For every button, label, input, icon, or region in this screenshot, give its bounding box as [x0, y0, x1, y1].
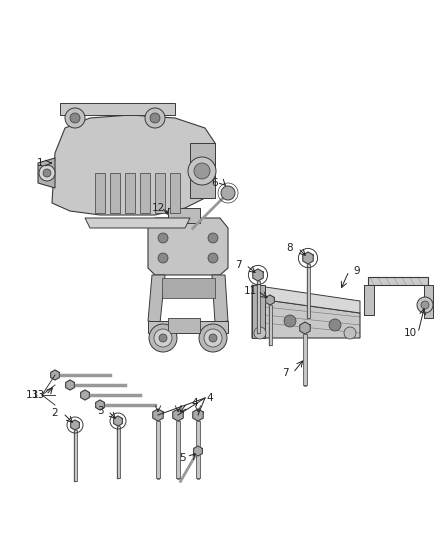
Text: 4: 4 — [207, 393, 213, 403]
Polygon shape — [252, 285, 265, 338]
Text: 1: 1 — [37, 158, 43, 168]
Circle shape — [65, 108, 85, 128]
Polygon shape — [155, 173, 165, 213]
Polygon shape — [148, 321, 228, 333]
Polygon shape — [95, 400, 104, 410]
Circle shape — [209, 334, 217, 342]
Circle shape — [284, 315, 296, 327]
Text: 2: 2 — [52, 408, 58, 418]
Text: 7: 7 — [235, 260, 241, 270]
Polygon shape — [257, 281, 259, 333]
Circle shape — [159, 334, 167, 342]
Circle shape — [421, 301, 429, 309]
Polygon shape — [364, 285, 373, 315]
Polygon shape — [303, 252, 313, 264]
Circle shape — [158, 253, 168, 263]
Circle shape — [199, 324, 227, 352]
Polygon shape — [196, 421, 200, 478]
Polygon shape — [52, 115, 215, 215]
Polygon shape — [307, 264, 310, 318]
Text: 11: 11 — [244, 286, 257, 296]
Circle shape — [344, 327, 356, 339]
Polygon shape — [60, 103, 175, 115]
Polygon shape — [190, 143, 215, 198]
Text: 12: 12 — [152, 203, 165, 213]
Polygon shape — [117, 426, 120, 478]
Text: 9: 9 — [354, 266, 360, 276]
Polygon shape — [66, 380, 74, 390]
Circle shape — [208, 253, 218, 263]
Circle shape — [150, 113, 160, 123]
Circle shape — [204, 329, 222, 347]
Circle shape — [43, 169, 51, 177]
Polygon shape — [162, 278, 215, 298]
Circle shape — [194, 163, 210, 179]
Polygon shape — [85, 218, 190, 228]
Text: 13: 13 — [25, 390, 39, 400]
Polygon shape — [252, 285, 360, 313]
Circle shape — [154, 329, 172, 347]
Text: 6: 6 — [212, 178, 218, 188]
Polygon shape — [253, 269, 263, 281]
Text: 7: 7 — [282, 368, 288, 378]
Polygon shape — [266, 295, 274, 305]
Text: 13: 13 — [32, 390, 45, 400]
Circle shape — [158, 233, 168, 243]
Circle shape — [39, 165, 55, 181]
Polygon shape — [300, 322, 310, 334]
Polygon shape — [168, 208, 200, 223]
Circle shape — [208, 233, 218, 243]
Polygon shape — [368, 277, 428, 285]
Polygon shape — [252, 298, 360, 338]
Polygon shape — [125, 173, 135, 213]
Text: 8: 8 — [287, 243, 293, 253]
Polygon shape — [95, 173, 105, 213]
Polygon shape — [140, 173, 150, 213]
Polygon shape — [173, 409, 183, 421]
Circle shape — [417, 297, 433, 313]
Circle shape — [254, 327, 266, 339]
Polygon shape — [194, 446, 202, 456]
Text: 10: 10 — [403, 328, 417, 338]
Circle shape — [188, 157, 216, 185]
Polygon shape — [176, 421, 180, 478]
Polygon shape — [193, 409, 203, 421]
Circle shape — [149, 324, 177, 352]
Circle shape — [329, 319, 341, 331]
Polygon shape — [268, 305, 272, 345]
Polygon shape — [148, 218, 228, 275]
Polygon shape — [168, 318, 200, 333]
Circle shape — [221, 186, 235, 200]
Polygon shape — [156, 421, 160, 478]
Polygon shape — [153, 409, 163, 421]
Polygon shape — [74, 430, 77, 481]
Polygon shape — [170, 173, 180, 213]
Polygon shape — [212, 275, 228, 323]
Polygon shape — [51, 370, 59, 380]
Polygon shape — [364, 285, 374, 315]
Text: 3: 3 — [97, 406, 103, 416]
Polygon shape — [81, 390, 89, 400]
Polygon shape — [303, 334, 307, 385]
Text: 4: 4 — [192, 398, 198, 408]
Polygon shape — [424, 285, 433, 318]
Polygon shape — [71, 420, 79, 430]
Polygon shape — [114, 416, 122, 426]
Text: 5: 5 — [180, 453, 186, 463]
Circle shape — [145, 108, 165, 128]
Polygon shape — [110, 173, 120, 213]
Polygon shape — [38, 158, 55, 188]
Circle shape — [70, 113, 80, 123]
Polygon shape — [148, 275, 165, 323]
